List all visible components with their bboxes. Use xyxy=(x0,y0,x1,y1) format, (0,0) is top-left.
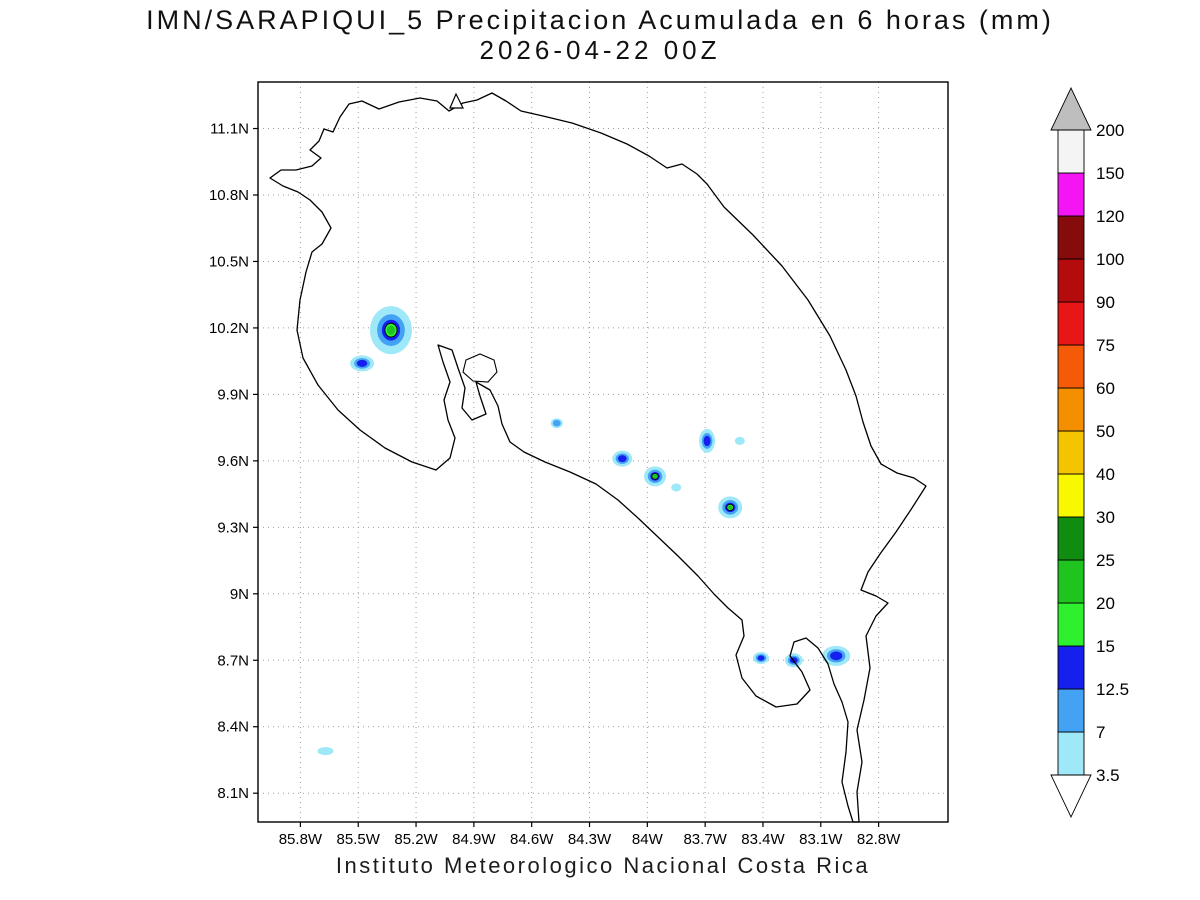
colorbar: 3.5 7 12.5 15 20 25 30 40 50 60 75 90 100 120 150 200 xyxy=(1050,86,1129,819)
colorbar-level-label: 15 xyxy=(1096,637,1115,656)
precipitation-shading-layer xyxy=(317,306,851,756)
colorbar-level-label: 75 xyxy=(1096,336,1115,355)
chart-title: IMN/SARAPIQUI_5 Precipitacion Acumulada … xyxy=(146,5,1054,35)
colorbar-level-label: 60 xyxy=(1096,379,1115,398)
colorbar-level-label: 12.5 xyxy=(1096,680,1129,699)
colorbar-segment xyxy=(1057,688,1085,733)
lon-tick-label: 84.3W xyxy=(568,831,612,848)
lon-tick-label: 84W xyxy=(632,831,664,848)
colorbar-segment xyxy=(1057,559,1085,604)
precip-cell-ring xyxy=(757,655,765,661)
colorbar-level-label: 30 xyxy=(1096,508,1115,527)
lat-tick-label: 10.2N xyxy=(209,320,249,337)
precip-cell-ring xyxy=(617,455,627,463)
lon-tick-label: 83.1W xyxy=(799,831,843,848)
lon-tick-label: 84.6W xyxy=(510,831,554,848)
precip-cell-ring xyxy=(830,651,843,661)
colorbar-over-arrow xyxy=(1050,86,1092,131)
lon-tick-label: 84.9W xyxy=(452,831,496,848)
precip-cell-ring xyxy=(703,435,711,447)
isla-chira-contour xyxy=(462,353,498,383)
colorbar-level-label: 7 xyxy=(1096,723,1105,742)
colorbar-level-label: 100 xyxy=(1096,250,1124,269)
colorbar-segment xyxy=(1057,731,1085,776)
colorbar-level-label: 20 xyxy=(1096,594,1115,613)
lat-tick-label: 9.6N xyxy=(217,453,249,470)
lon-tick-label: 82.8W xyxy=(857,831,901,848)
colorbar-level-label: 40 xyxy=(1096,465,1115,484)
coastline-layer xyxy=(269,92,927,823)
colorbar-segment xyxy=(1057,344,1085,389)
precip-cell-ring xyxy=(552,419,561,427)
lon-tick-label: 85.8W xyxy=(279,831,323,848)
precip-cell-ring xyxy=(671,483,682,492)
colorbar-segment xyxy=(1057,258,1085,303)
colorbar-level-label: 3.5 xyxy=(1096,766,1120,785)
lake-islet-triangle xyxy=(449,92,464,109)
colorbar-level-label: 120 xyxy=(1096,207,1124,226)
colorbar-under-arrow xyxy=(1050,774,1092,819)
colorbar-segment xyxy=(1057,301,1085,346)
plot-frame xyxy=(257,81,949,823)
colorbar-level-label: 90 xyxy=(1096,293,1115,312)
colorbar-segment xyxy=(1057,387,1085,432)
lat-tick-label: 9.9N xyxy=(217,386,249,403)
colorbar-segment xyxy=(1057,473,1085,518)
colorbar-segment xyxy=(1057,129,1085,174)
lon-tick-label: 83.4W xyxy=(741,831,785,848)
colorbar-segment xyxy=(1057,516,1085,561)
costa-rica-coastline xyxy=(269,92,927,823)
precip-cell-ring xyxy=(734,436,745,445)
lat-tick-label: 8.4N xyxy=(217,719,249,736)
lat-tick-label: 10.8N xyxy=(209,187,249,204)
lat-tick-label: 8.7N xyxy=(217,652,249,669)
lat-tick-label: 8.1N xyxy=(217,785,249,802)
lat-tick-label: 10.5N xyxy=(209,253,249,270)
colorbar-level-label: 200 xyxy=(1096,121,1124,140)
colorbar-segment xyxy=(1057,215,1085,260)
footer-caption: Instituto Meteorologico Nacional Costa R… xyxy=(335,853,871,878)
colorbar-segment xyxy=(1057,430,1085,475)
precip-cell-ring xyxy=(652,474,658,479)
colorbar-level-label: 50 xyxy=(1096,422,1115,441)
precip-cell-ring xyxy=(727,505,733,510)
lat-tick-label: 11.1N xyxy=(210,121,249,138)
colorbar-segment xyxy=(1057,602,1085,647)
colorbar-level-label: 25 xyxy=(1096,551,1115,570)
lon-tick-label: 83.7W xyxy=(683,831,727,848)
precip-cell-ring xyxy=(317,747,334,756)
colorbar-segment xyxy=(1057,645,1085,690)
colorbar-segment xyxy=(1057,172,1085,217)
colorbar-level-label: 150 xyxy=(1096,164,1124,183)
chart-subtitle: 2026-04-22 00Z xyxy=(479,35,721,65)
precip-cell-ring xyxy=(356,359,368,367)
axis-labels-layer: 85.8W 85.5W 85.2W 84.9W 84.6W 84.3W 84W 83.7W 83… xyxy=(209,121,901,848)
precip-cell-ring xyxy=(387,325,395,335)
lat-tick-label: 9.3N xyxy=(217,519,249,536)
lat-tick-label: 9N xyxy=(230,586,249,603)
lon-tick-label: 85.5W xyxy=(337,831,381,848)
lon-tick-label: 85.2W xyxy=(394,831,438,848)
